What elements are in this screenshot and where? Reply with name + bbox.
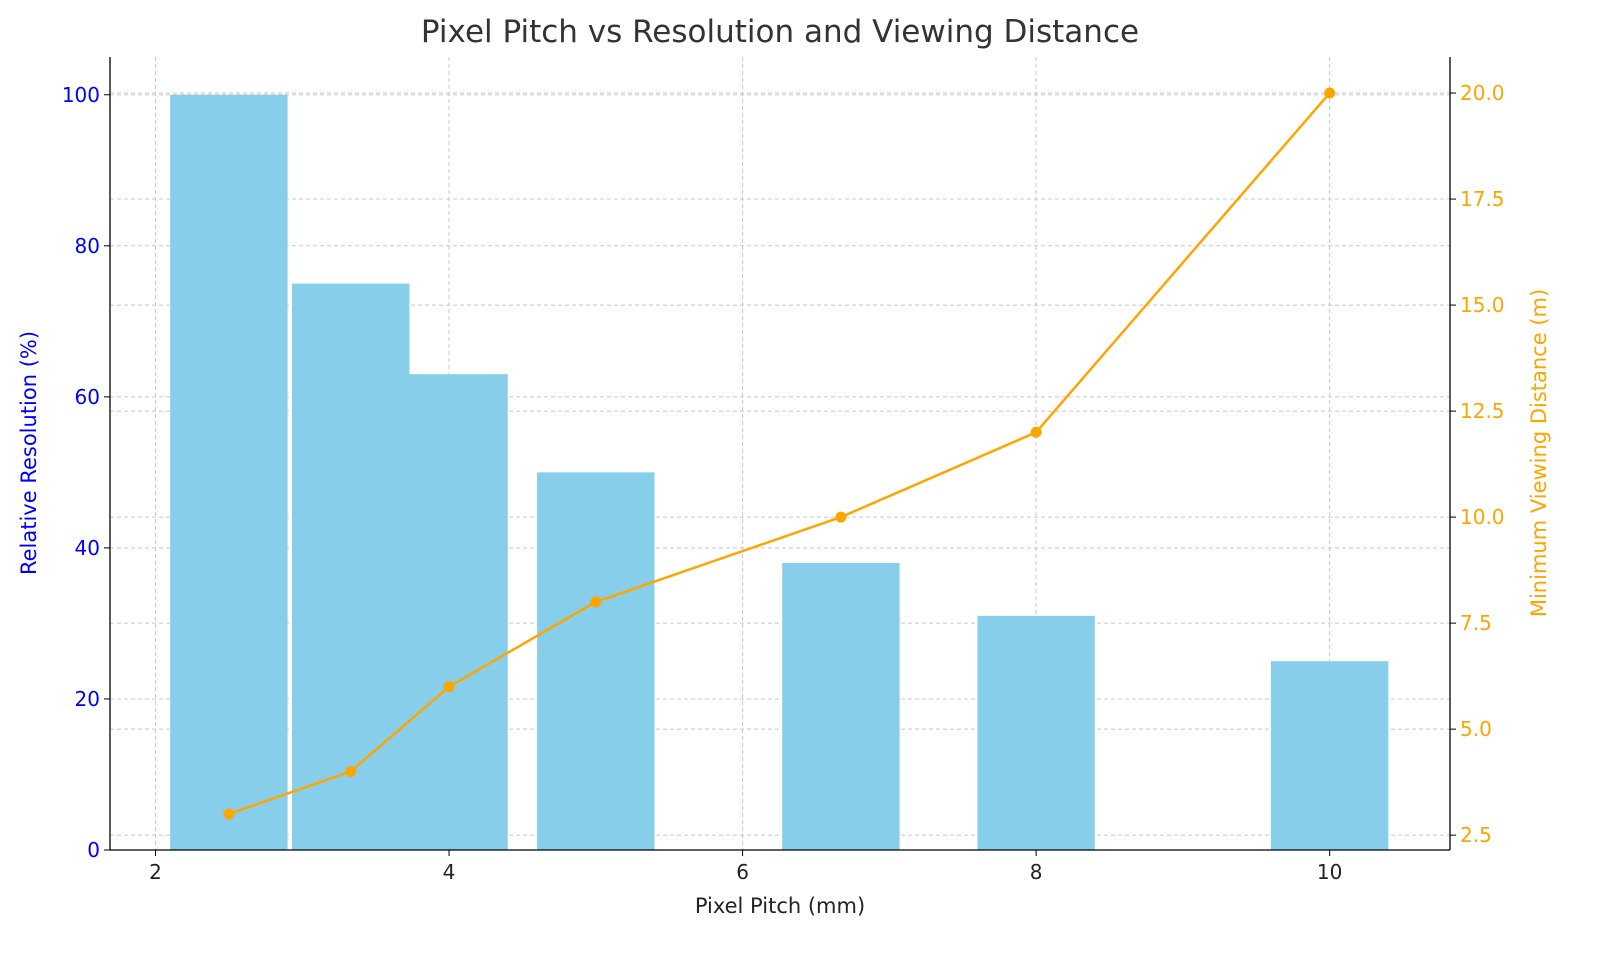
distance-point <box>223 808 235 820</box>
chart-title: Pixel Pitch vs Resolution and Viewing Di… <box>421 14 1139 50</box>
y-right-tick-label: 5.0 <box>1460 717 1492 741</box>
x-tick-label: 4 <box>443 860 456 884</box>
y-right-tick-label: 15.0 <box>1460 293 1505 317</box>
distance-point <box>835 511 847 523</box>
bar <box>977 615 1095 850</box>
y-right-tick-label: 7.5 <box>1460 611 1492 635</box>
y-left-tick-label: 100 <box>62 83 100 107</box>
y-left-tick-label: 20 <box>75 687 100 711</box>
line-series <box>223 87 1336 820</box>
distance-point <box>1030 426 1042 438</box>
x-tick-label: 6 <box>736 860 749 884</box>
x-tick-label: 2 <box>149 860 162 884</box>
x-axis-label: Pixel Pitch (mm) <box>695 894 865 918</box>
distance-point <box>590 596 602 608</box>
y-right-tick-label: 12.5 <box>1460 399 1505 423</box>
y-left-tick-label: 60 <box>75 385 100 409</box>
y-axis-left-label: Relative Resolution (%) <box>17 331 41 575</box>
y-right-tick-label: 10.0 <box>1460 505 1505 529</box>
y-right-tick-label: 17.5 <box>1460 187 1505 211</box>
y-left-tick-label: 0 <box>87 838 100 862</box>
bar <box>782 563 900 850</box>
distance-point <box>345 766 357 778</box>
axes: 2 4 6 8 100204060801002.55.07.510.012.515.01… <box>62 57 1505 884</box>
bar <box>390 374 508 850</box>
y-left-tick-label: 80 <box>75 234 100 258</box>
distance-point <box>443 681 455 693</box>
bars <box>170 94 1389 851</box>
bar <box>170 94 288 850</box>
bar <box>537 472 655 850</box>
distance-point <box>1324 87 1336 99</box>
bar <box>291 283 410 851</box>
x-tick-label: 10 <box>1317 860 1342 884</box>
x-tick-label: 8 <box>1030 860 1043 884</box>
y-right-tick-label: 20.0 <box>1460 81 1505 105</box>
y-axis-right-label: Minimum Viewing Distance (m) <box>1527 289 1551 617</box>
y-right-tick-label: 2.5 <box>1460 823 1492 847</box>
bar <box>1270 661 1389 850</box>
y-left-tick-label: 40 <box>75 536 100 560</box>
